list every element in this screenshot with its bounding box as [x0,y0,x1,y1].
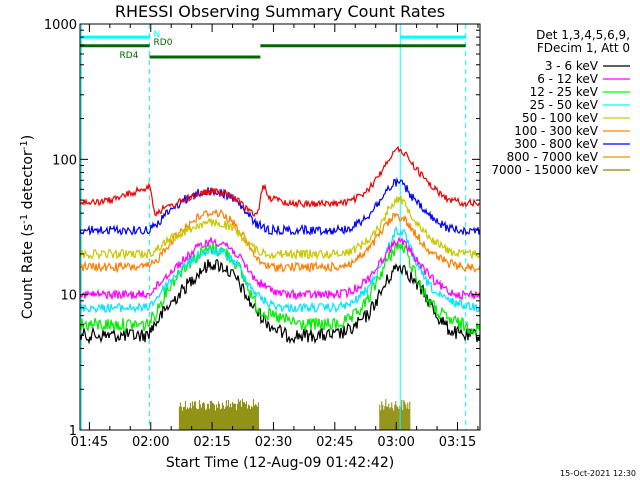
series-line-6-12-kev [79,236,481,301]
series-lines [79,145,481,345]
series-line-red [79,145,481,217]
series-line-12-25-kev [79,242,481,336]
series-line-100-300-kev [79,208,481,274]
legend-entry-label: 6 - 12 keV [537,72,599,86]
legend-header-line: Det 1,3,4,5,6,9, [536,28,630,42]
vertical-markers [80,24,467,430]
legend: Det 1,3,4,5,6,9,FDecim 1, Att 0 3 - 6 keV… [491,28,630,177]
x-tick-label: 01:45 [71,435,108,450]
olive-bursts [178,398,411,430]
series-line-50-100-kev [79,195,481,261]
legend-entry-label: 12 - 25 keV [530,85,599,99]
x-tick-label: 02:45 [316,435,353,450]
plot-frame [79,23,481,431]
x-tick-label: 03:00 [377,435,414,450]
y-tick-label: 10 [60,289,77,304]
series-line-3-6-kev [79,258,481,345]
legend-entry-label: 50 - 100 keV [522,111,599,125]
x-axis-label: Start Time (12-Aug-09 01:42:42) [166,455,394,471]
y-axis-label: Count Rate (s-1 detector-1) [19,135,36,319]
legend-entry-label: 3 - 6 keV [545,59,599,73]
state-bar-label: RD0 [154,38,173,48]
y-tick-label: 1000 [44,18,77,33]
x-tick-label: 03:15 [439,435,476,450]
legend-entry-label: 25 - 50 keV [530,98,599,112]
chart-title: RHESSI Observing Summary Count Rates [115,2,445,21]
state-bar-label: RD4 [120,51,139,61]
legend-entry-label: 100 - 300 keV [514,124,598,138]
series-line-25-50-kev [79,225,481,314]
x-tick-label: 02:15 [193,435,230,450]
axes: 01:45 02:00 02:15 02:30 02:45 03:00 03:15 1 10 10… [44,18,480,450]
y-tick-label: 1 [69,424,77,439]
state-bar-label: N [154,30,161,40]
legend-entry-label: 300 - 800 keV [514,137,598,151]
legend-entry-label: 800 - 7000 keV [507,150,599,164]
footer-date: 15-Oct-2021 12:30 [560,469,636,478]
legend-header-line: FDecim 1, Att 0 [537,41,630,55]
y-tick-label: 100 [52,153,77,168]
legend-entry-label: 7000 - 15000 keV [491,163,598,177]
x-tick-label: 02:30 [255,435,292,450]
x-tick-label: 02:00 [132,435,169,450]
series-line-300-800-kev [79,177,481,237]
